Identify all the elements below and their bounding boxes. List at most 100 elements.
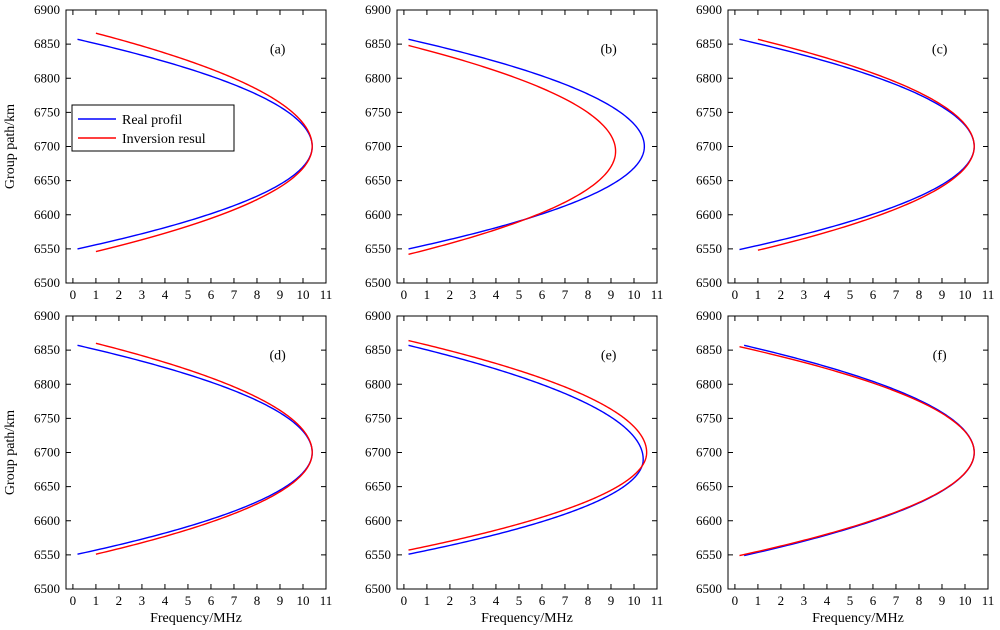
panel-b: 0 1 2 3 4 5 6 7 8 9 10 11 6500 6550 6600 6650 6700 6750 68… — [365, 2, 663, 302]
x-tick-label: 7 — [231, 287, 238, 302]
x-tick-label: 0 — [732, 593, 739, 608]
x-tick-label: 11 — [651, 287, 664, 302]
x-tick-label: 5 — [185, 593, 192, 608]
y-tick-label: 6850 — [34, 36, 60, 51]
panel-letter: (d) — [270, 349, 287, 364]
x-tick-label: 6 — [208, 593, 215, 608]
y-tick-label: 6850 — [696, 36, 722, 51]
inversion-result-curve — [95, 32, 313, 253]
x-tick-label: 2 — [116, 287, 123, 302]
x-tick-label: 8 — [585, 287, 592, 302]
plot-frame — [727, 9, 989, 284]
y-tick-label: 6650 — [696, 173, 722, 188]
y-tick-label: 6900 — [34, 2, 60, 17]
x-tick-label: 7 — [893, 593, 900, 608]
y-tick-label: 6550 — [696, 241, 722, 256]
x-tick-label: 7 — [231, 593, 238, 608]
x-tick-label: 1 — [424, 593, 431, 608]
x-tick-label: 6 — [208, 287, 215, 302]
y-tick-label: 6500 — [365, 275, 391, 290]
y-tick-label: 6800 — [34, 376, 60, 391]
x-tick-label: 3 — [470, 287, 477, 302]
y-tick-label: 6650 — [696, 479, 722, 494]
x-tick-label: 1 — [93, 287, 100, 302]
x-tick-label: 4 — [162, 593, 169, 608]
x-tick-label: 5 — [847, 287, 854, 302]
x-tick-label: 5 — [847, 593, 854, 608]
x-tick-label: 8 — [916, 593, 923, 608]
x-tick-label: 1 — [755, 287, 762, 302]
y-tick-label: 6850 — [34, 342, 60, 357]
real-profile-curve — [408, 344, 644, 555]
legend: Real profil Inversion resul — [71, 104, 235, 152]
y-tick-label: 6650 — [34, 173, 60, 188]
x-tick-label: 4 — [162, 287, 169, 302]
y-tick-label: 6550 — [696, 547, 722, 562]
inversion-result-curve — [408, 44, 617, 256]
x-tick-label: 9 — [608, 287, 615, 302]
x-tick-label: 5 — [185, 287, 192, 302]
x-tick-label: 6 — [539, 593, 546, 608]
x-tick-label: 1 — [424, 287, 431, 302]
y-tick-label: 6600 — [696, 207, 722, 222]
x-tick-label: 9 — [939, 287, 946, 302]
inversion-result-curve — [739, 346, 975, 557]
y-tick-label: 6900 — [365, 2, 391, 17]
x-tick-label: 2 — [778, 593, 785, 608]
real-profile-curve — [408, 38, 646, 250]
y-tick-label: 6850 — [365, 36, 391, 51]
y-tick-label: 6750 — [365, 410, 391, 425]
x-tick-label: 8 — [585, 593, 592, 608]
x-tick-label: 9 — [277, 287, 284, 302]
y-tick-label: 6800 — [696, 376, 722, 391]
y-tick-label: 6600 — [696, 513, 722, 528]
x-tick-label: 4 — [493, 287, 500, 302]
x-tick-label: 6 — [870, 287, 877, 302]
x-axis-label: Frequency/MHz — [812, 611, 904, 626]
y-tick-label: 6800 — [34, 70, 60, 85]
x-axis-label: Frequency/MHz — [481, 611, 573, 626]
y-tick-label: 6850 — [365, 342, 391, 357]
x-tick-label: 0 — [401, 593, 408, 608]
x-tick-label: 4 — [824, 593, 831, 608]
x-tick-label: 2 — [116, 593, 123, 608]
y-tick-label: 6700 — [696, 445, 722, 460]
y-tick-label: 6650 — [34, 479, 60, 494]
x-tick-label: 3 — [139, 593, 146, 608]
y-tick-label: 6600 — [365, 513, 391, 528]
y-tick-label: 6550 — [34, 547, 60, 562]
y-tick-label: 6750 — [365, 104, 391, 119]
x-tick-label: 0 — [70, 593, 77, 608]
panel-letter: (a) — [270, 43, 286, 58]
y-tick-label: 6900 — [34, 308, 60, 323]
x-tick-label: 9 — [277, 593, 284, 608]
x-tick-label: 10 — [296, 287, 309, 302]
x-tick-label: 10 — [958, 287, 971, 302]
y-tick-label: 6800 — [365, 376, 391, 391]
inversion-result-curve — [95, 342, 313, 555]
x-tick-label: 0 — [732, 287, 739, 302]
y-tick-label: 6500 — [365, 581, 391, 596]
y-tick-label: 6700 — [696, 139, 722, 154]
x-tick-label: 0 — [70, 287, 77, 302]
inversion-result-curve — [408, 339, 648, 551]
y-tick-label: 6550 — [365, 547, 391, 562]
y-tick-label: 6700 — [34, 445, 60, 460]
y-tick-label: 6750 — [696, 104, 722, 119]
x-tick-label: 11 — [320, 593, 333, 608]
legend-box — [71, 104, 235, 152]
panel-d: 0 1 2 3 4 5 6 7 8 9 10 11 6500 6550 6600 6650 6700 6750 68… — [3, 308, 332, 626]
y-axis-label: Group path/km — [3, 410, 18, 495]
panel-e: 0 1 2 3 4 5 6 7 8 9 10 11 6500 6550 6600 6650 6700 6750 68… — [365, 308, 663, 626]
y-tick-label: 6900 — [696, 308, 722, 323]
y-tick-label: 6850 — [696, 342, 722, 357]
panel-a: 0 1 2 3 4 5 6 7 8 9 10 11 6500 6550 6600 6650 6700 6750 68… — [3, 2, 332, 302]
real-profile-curve — [77, 344, 313, 555]
inversion-result-curve — [757, 38, 975, 251]
x-tick-label: 4 — [493, 593, 500, 608]
legend-inversion-label: Inversion resul — [122, 132, 206, 147]
panel-letter: (e) — [601, 349, 617, 364]
y-tick-label: 6600 — [365, 207, 391, 222]
y-tick-label: 6700 — [365, 445, 391, 460]
x-tick-label: 0 — [401, 287, 408, 302]
